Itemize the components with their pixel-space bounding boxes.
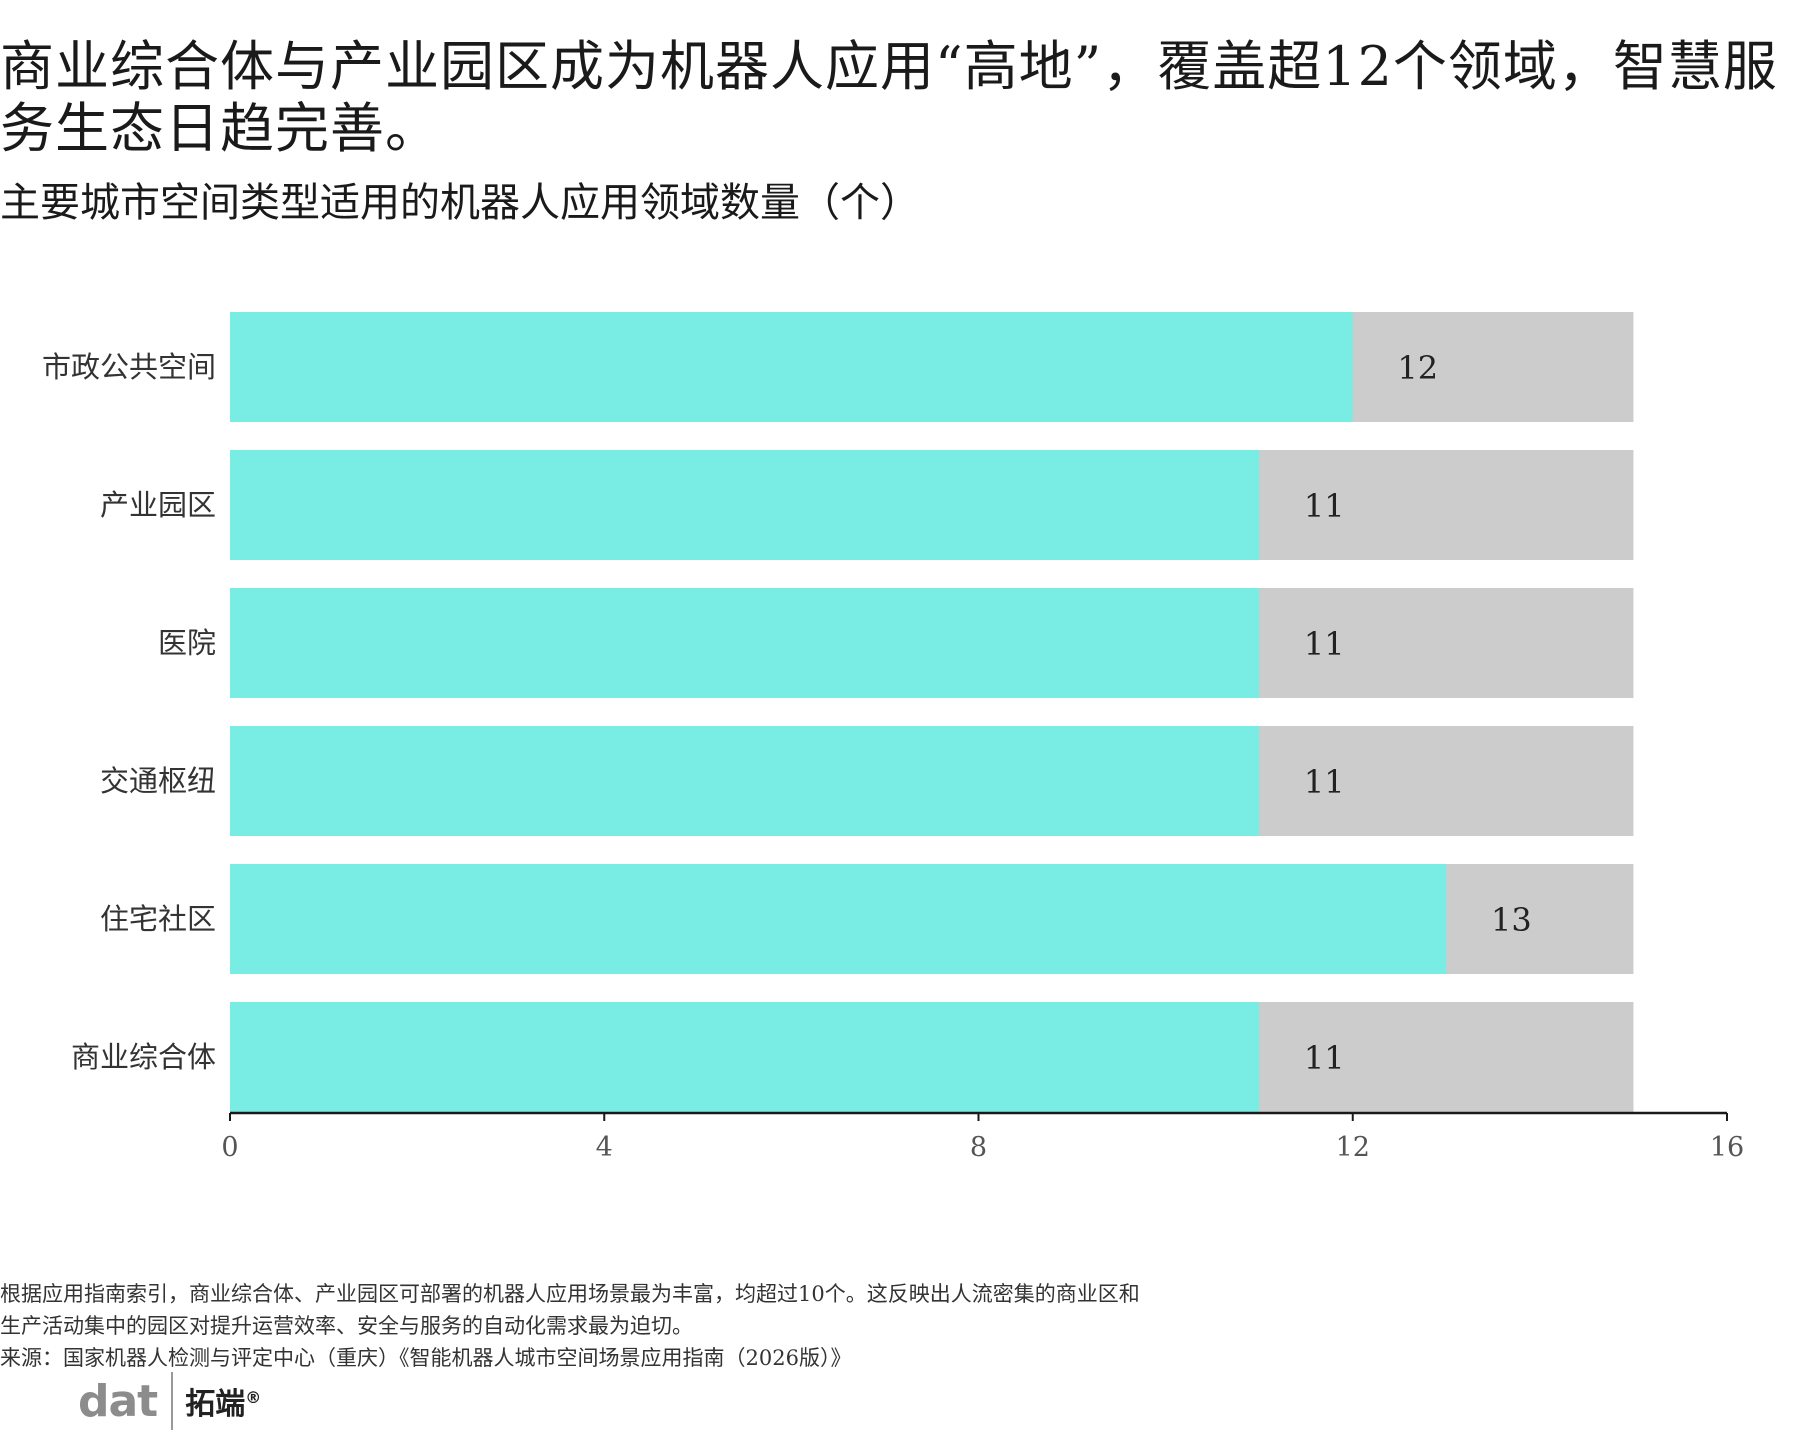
category-label: 市政公共空间 (42, 350, 216, 384)
x-tick-label: 0 (221, 1132, 238, 1163)
x-tick-label: 16 (1710, 1132, 1744, 1163)
logo-cn-label: 拓端 (185, 1387, 246, 1422)
data-label: 13 (1491, 901, 1532, 939)
bar-chart: 市政公共空间 12 产业园区 11 医院 11 交通枢纽 11 住宅社区 13 商业综合体 11 0 4 8… (42, 312, 1744, 1163)
logo-wordmark: tecdat (0, 1375, 158, 1436)
category-label: 商业综合体 (71, 1040, 216, 1074)
data-label: 11 (1304, 763, 1345, 801)
value-bar (230, 450, 1260, 560)
value-bar (230, 864, 1447, 974)
logo-cn-text: 拓端® (185, 1379, 261, 1423)
chart-footnote: 根据应用指南索引，商业综合体、产业园区可部署的机器人应用场景最为丰富，均超过10… (0, 1282, 1140, 1338)
data-label: 11 (1304, 625, 1345, 663)
category-label: 交通枢纽 (100, 764, 216, 798)
category-label: 产业园区 (100, 488, 216, 522)
source-note: 来源：国家机器人检测与评定中心（重庆）《智能机器人城市空间场景应用指南（2026… (0, 1346, 852, 1370)
chart-headline: 商业综合体与产业园区成为机器人应用“高地”，覆盖超12个领域，智慧服务生态日趋完… (0, 35, 1778, 160)
chart-subtitle: 主要城市空间类型适用的机器人应用领域数量（个） (0, 180, 920, 226)
category-label: 医院 (158, 626, 216, 660)
x-tick-label: 8 (970, 1132, 987, 1163)
data-label: 12 (1397, 349, 1438, 387)
value-bar (230, 1002, 1260, 1112)
logo-divider (171, 1372, 174, 1430)
value-bar (230, 312, 1353, 422)
category-label: 住宅社区 (100, 902, 216, 936)
value-bar (230, 588, 1260, 698)
x-tick-label: 4 (596, 1132, 613, 1163)
logo-text-a: tec (4, 1375, 79, 1427)
logo-reg-mark: ® (245, 1388, 262, 1407)
data-label: 11 (1304, 1039, 1345, 1077)
value-bar (230, 726, 1260, 836)
tecdat-logo: tecdat 拓端® (0, 1370, 261, 1436)
logo-text-b: dat (77, 1375, 158, 1427)
data-label: 11 (1304, 487, 1345, 525)
x-tick-label: 12 (1336, 1132, 1370, 1163)
